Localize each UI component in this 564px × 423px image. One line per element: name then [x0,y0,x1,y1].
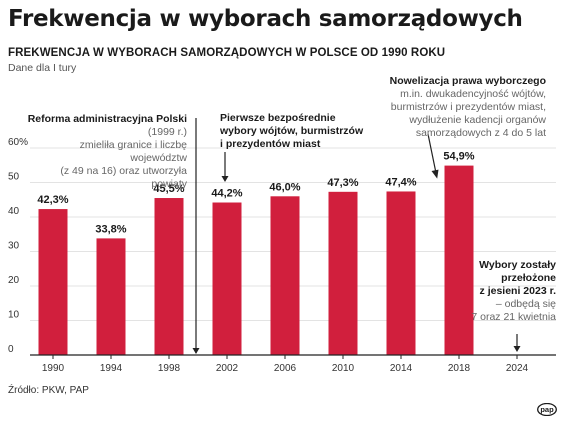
x-tick-label: 1998 [158,363,181,374]
annotation-postponed-line3: z jesieni 2023 r. [479,285,556,297]
bar [212,202,242,355]
x-tick-label: 1990 [42,363,65,374]
amendment-arrow-head [431,169,439,179]
chart-subtitle: FREKWENCJA W WYBORACH SAMORZĄDOWYCH W PO… [8,47,446,59]
data-label: 45,5% [153,183,184,195]
postponed-arrow-head [513,346,521,352]
annotation-reform-year: (1999 r.) [147,126,187,138]
annotation-postponed-line2: przełożone [501,272,556,284]
data-label: 47,3% [327,177,358,189]
annotation-postponed: Wybory zostały przełożone z jesieni 2023… [466,259,556,324]
x-tick-label: 1994 [100,363,123,374]
x-tick-label: 2024 [506,363,529,374]
y-tick-label: 10 [8,310,20,321]
annotation-amendment-line5: samorządowych z 4 do 5 lat [415,127,546,139]
annotation-direct-line3: i prezydentów miast [220,138,321,150]
pap-logo: pap [537,403,557,416]
annotation-amendment-title: Nowelizacja prawa wyborczego [389,75,546,87]
data-label: 42,3% [37,194,68,206]
data-label: 54,9% [443,151,474,163]
bar [444,165,474,355]
annotation-amendment-line4: wydłużenie kadencji organów [409,114,546,126]
data-label: 33,8% [95,223,126,235]
amendment-arrow-line [427,133,437,174]
pap-logo-ring [537,403,557,416]
x-tick-label: 2010 [332,363,355,374]
annotation-direct-line2: wybory wójtów, burmistrzów [220,125,364,137]
bar [96,238,126,355]
data-label: 47,4% [385,176,416,188]
x-tick-label: 2018 [448,363,471,374]
annotation-direct-line1: Pierwsze bezpośrednie [220,112,336,124]
y-tick-label: 30 [8,241,20,252]
bar [154,198,184,355]
page-title: Frekwencja w wyborach samorządowych [8,6,523,32]
data-note: Dane dla I tury [8,62,77,74]
bar [386,191,416,355]
y-tick-label: 60% [8,137,28,148]
y-tick-label: 40 [8,206,20,217]
annotation-amendment-line2: m.in. dwukadencyjność wójtów, [400,88,546,100]
bar [270,196,300,355]
direct-elections-arrow-head [221,176,229,182]
x-tick-label: 2006 [274,363,297,374]
y-tick-label: 0 [8,344,14,355]
data-label: 46,0% [269,181,300,193]
annotation-direct-elections: Pierwsze bezpośrednie wybory wójtów, bur… [220,112,363,151]
annotation-reform-line2: zmieliła granice i liczbę województw [79,139,187,164]
pap-logo-text: pap [540,405,554,414]
data-label: 44,2% [211,188,242,200]
x-tick-label: 2014 [390,363,413,374]
annotation-postponed-line5: 7 oraz 21 kwietnia [471,311,556,323]
bar [38,209,68,355]
annotation-postponed-line1: Wybory zostały [479,259,556,271]
annotation-reform-line3: (z 49 na 16) oraz utworzyła powiaty [60,165,187,190]
annotation-reform-line1: Reforma administracyjna Polski (1999 r.) [23,113,187,139]
annotation-postponed-line4: – odbędą się [495,298,556,310]
x-tick-label: 2002 [216,363,239,374]
bar [328,191,358,355]
y-tick-label: 20 [8,275,20,286]
annotation-reform-title: Reforma administracyjna Polski [27,113,187,125]
annotation-reform: Reforma administracyjna Polski (1999 r.)… [23,113,187,191]
source-note: Źródło: PKW, PAP [8,385,89,396]
y-tick-label: 50 [8,172,20,183]
reform-marker-arrow [192,348,200,354]
annotation-amendment: Nowelizacja prawa wyborczego m.in. dwuka… [380,75,546,140]
annotation-amendment-line3: burmistrzów i prezydentów miast, [390,101,546,113]
